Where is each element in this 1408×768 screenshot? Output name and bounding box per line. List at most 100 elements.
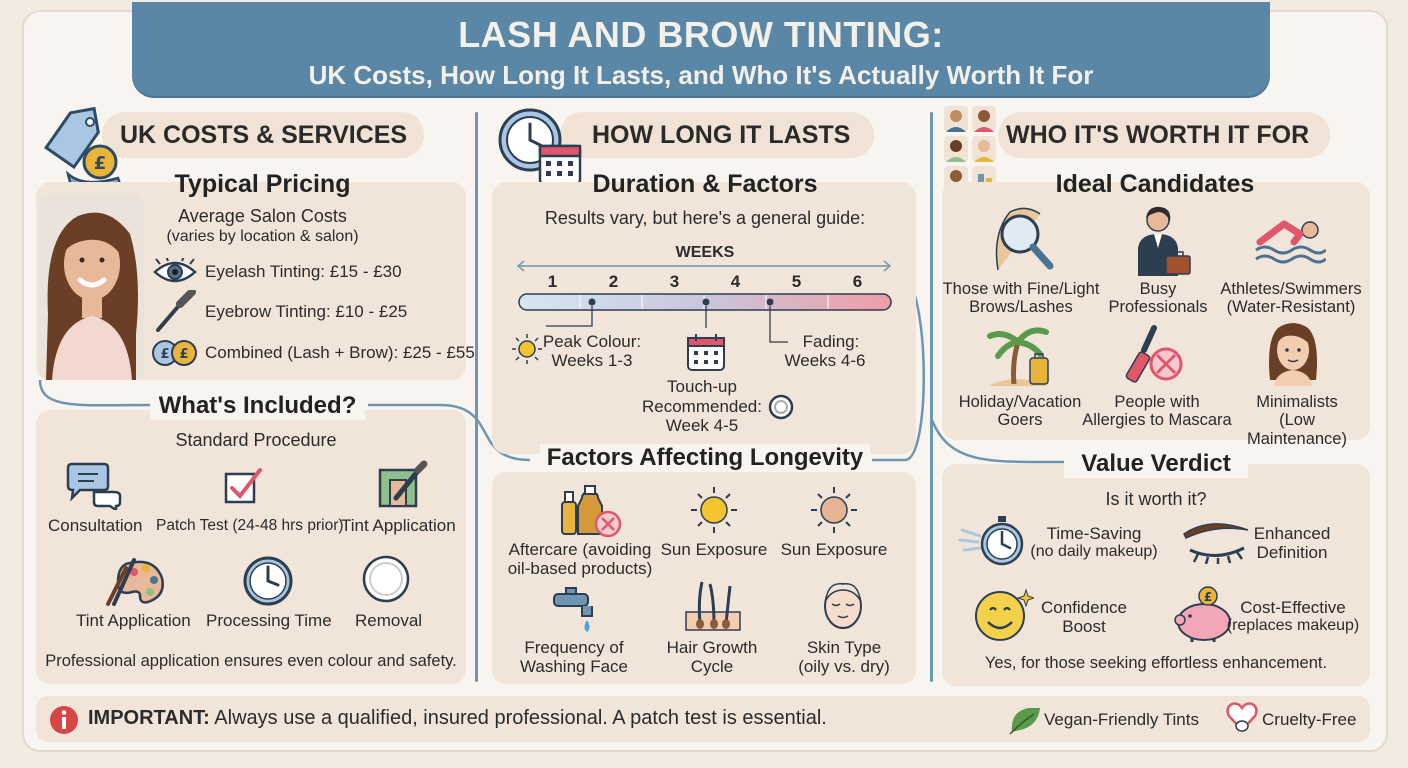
checkbox-icon: [222, 466, 264, 506]
candidate-busy-professionals-line2: Professionals: [1108, 298, 1208, 316]
svg-text:£: £: [1204, 590, 1212, 604]
price-eyebrow: Eyebrow Tinting: £10 - £25: [205, 302, 408, 321]
svg-text:£: £: [160, 347, 169, 362]
sun-pale-icon: [808, 484, 860, 536]
benefit-time-saving-line2: (no daily makeup): [1030, 543, 1158, 560]
touchup-line2: Recommended:: [641, 397, 762, 416]
verdict-card: [942, 464, 1370, 686]
palette-icon: [104, 554, 166, 608]
factor-hair-growth-line1: Hair Growth: [666, 638, 758, 657]
sun-icon: [688, 484, 740, 536]
price-eyelash: Eyelash Tinting: £15 - £30: [205, 262, 402, 281]
candidate-minimalists-line2: (Low Maintenance): [1247, 411, 1347, 448]
timeline-arrow: [514, 258, 894, 274]
week-3: 3: [669, 272, 680, 291]
section-pill-worth: WHO IT'S WORTH IT FOR: [998, 112, 1330, 158]
no-mascara-icon: [1124, 324, 1190, 386]
fading-line2: Weeks 4-6: [784, 351, 866, 370]
factor-sun-exposure-2: Sun Exposure: [780, 540, 888, 559]
duration-heading: Duration & Factors: [592, 170, 818, 198]
weeks-label: WEEKS: [675, 244, 735, 261]
duration-card: [492, 182, 916, 454]
eyebrow-lash-icon: [1180, 518, 1252, 564]
candidate-holiday-line1: Holiday/Vacation: [958, 393, 1082, 411]
candidates-heading: Ideal Candidates: [1055, 170, 1255, 198]
magnifier-hair-icon: [990, 204, 1054, 274]
candidate-athletes-line1: Athletes/Swimmers: [1220, 280, 1362, 298]
step-removal: Removal: [355, 611, 423, 630]
factor-sun-exposure-1: Sun Exposure: [660, 540, 768, 559]
chat-bubbles-icon: [64, 462, 124, 510]
section-pill-costs-label: UK COSTS & SERVICES: [120, 121, 408, 149]
candidate-athletes-line2: (Water-Resistant): [1226, 298, 1356, 316]
week-numbers: 1 2 3 4 5 6: [522, 272, 888, 292]
important-notice: IMPORTANT: Always use a qualified, insur…: [88, 707, 827, 730]
week-1: 1: [547, 272, 558, 291]
clock-icon: [242, 555, 294, 607]
fading-line1: Fading:: [802, 332, 860, 351]
column-divider-right: [930, 112, 933, 682]
clock-calendar-icon: [496, 104, 586, 190]
section-pill-costs: UK COSTS & SERVICES: [102, 112, 424, 158]
info-icon: [48, 704, 80, 736]
column-divider-left: [475, 112, 478, 682]
step-tint-application-2: Tint Application: [76, 611, 191, 630]
benefit-confidence-line1: Confidence: [1040, 598, 1127, 617]
verdict-answer: Yes, for those seeking effortless enhanc…: [984, 654, 1328, 672]
candidate-fine-brows-line2: Brows/Lashes: [969, 298, 1073, 316]
svg-text:£: £: [94, 153, 107, 174]
sun-small-icon: [510, 332, 544, 366]
avg-costs-note: (varies by location & salon): [166, 228, 359, 245]
avg-costs-label: Average Salon Costs: [178, 206, 347, 226]
factor-washing-line1: Frequency of: [524, 638, 624, 657]
week-2: 2: [608, 272, 619, 291]
vegan-label: Vegan-Friendly Tints: [1044, 710, 1199, 729]
cotton-pad-icon: [360, 555, 412, 605]
woman-face-icon: [1264, 320, 1322, 386]
touchup-line3: Week 4-5: [665, 416, 739, 435]
ring-icon: [766, 392, 796, 422]
footer-bar: [36, 696, 1370, 742]
candidate-busy-professionals-line1: Busy: [1139, 280, 1177, 298]
included-card: [36, 410, 466, 684]
step-consultation: Consultation: [48, 516, 143, 535]
candidate-holiday-line2: Goers: [997, 411, 1043, 429]
professional-icon: [1130, 204, 1194, 278]
important-label: IMPORTANT:: [88, 707, 210, 729]
cruelty-free-label: Cruelty-Free: [1262, 710, 1357, 729]
factor-skin-type-line2: (oily vs. dry): [798, 657, 890, 676]
palm-tree-icon: [986, 322, 1056, 390]
svg-text:£: £: [179, 347, 188, 362]
benefit-cost-line1: Cost-Effective: [1240, 598, 1346, 617]
leaf-icon: [1008, 704, 1042, 736]
candidate-minimalists-line1: Minimalists: [1256, 393, 1338, 411]
benefit-confidence-line2: Boost: [1062, 617, 1106, 636]
included-heading: What's Included?: [150, 392, 365, 420]
swimmer-icon: [1254, 212, 1326, 266]
verdict-heading: Value Verdict: [1064, 450, 1248, 478]
factor-aftercare-line2: oil-based products): [507, 559, 653, 578]
eye-icon: [152, 258, 198, 286]
smiley-icon: [974, 586, 1034, 644]
main-title: LASH AND BROW TINTING:: [458, 14, 944, 55]
section-pill-worth-label: WHO IT'S WORTH IT FOR: [1006, 121, 1310, 149]
important-text: Always use a qualified, insured professi…: [214, 707, 827, 729]
main-subtitle: UK Costs, How Long It Lasts, and Who It'…: [308, 60, 1094, 90]
professional-note: Professional application ensures even co…: [45, 652, 457, 670]
week-5: 5: [791, 272, 802, 291]
week-6: 6: [852, 272, 863, 291]
hair-follicle-icon: [684, 580, 742, 632]
duration-intro: Results vary, but here's a general guide…: [544, 208, 866, 228]
factor-hair-growth-line2: Cycle: [690, 657, 734, 676]
aftercare-bottles-icon: [558, 484, 624, 538]
section-pill-duration: HOW LONG IT LASTS: [560, 112, 874, 158]
factor-washing-line2: Washing Face: [519, 657, 629, 676]
calendar-icon: [686, 332, 726, 372]
pricing-heading: Typical Pricing: [174, 170, 351, 198]
week-4: 4: [730, 272, 741, 291]
benefit-cost-line2: (replaces makeup): [1226, 617, 1360, 634]
woman-portrait: [38, 194, 144, 380]
factor-aftercare-line1: Aftercare (avoiding: [508, 540, 652, 559]
benefit-definition-line1: Enhanced: [1253, 524, 1331, 543]
factor-skin-type-line1: Skin Type: [806, 638, 882, 657]
